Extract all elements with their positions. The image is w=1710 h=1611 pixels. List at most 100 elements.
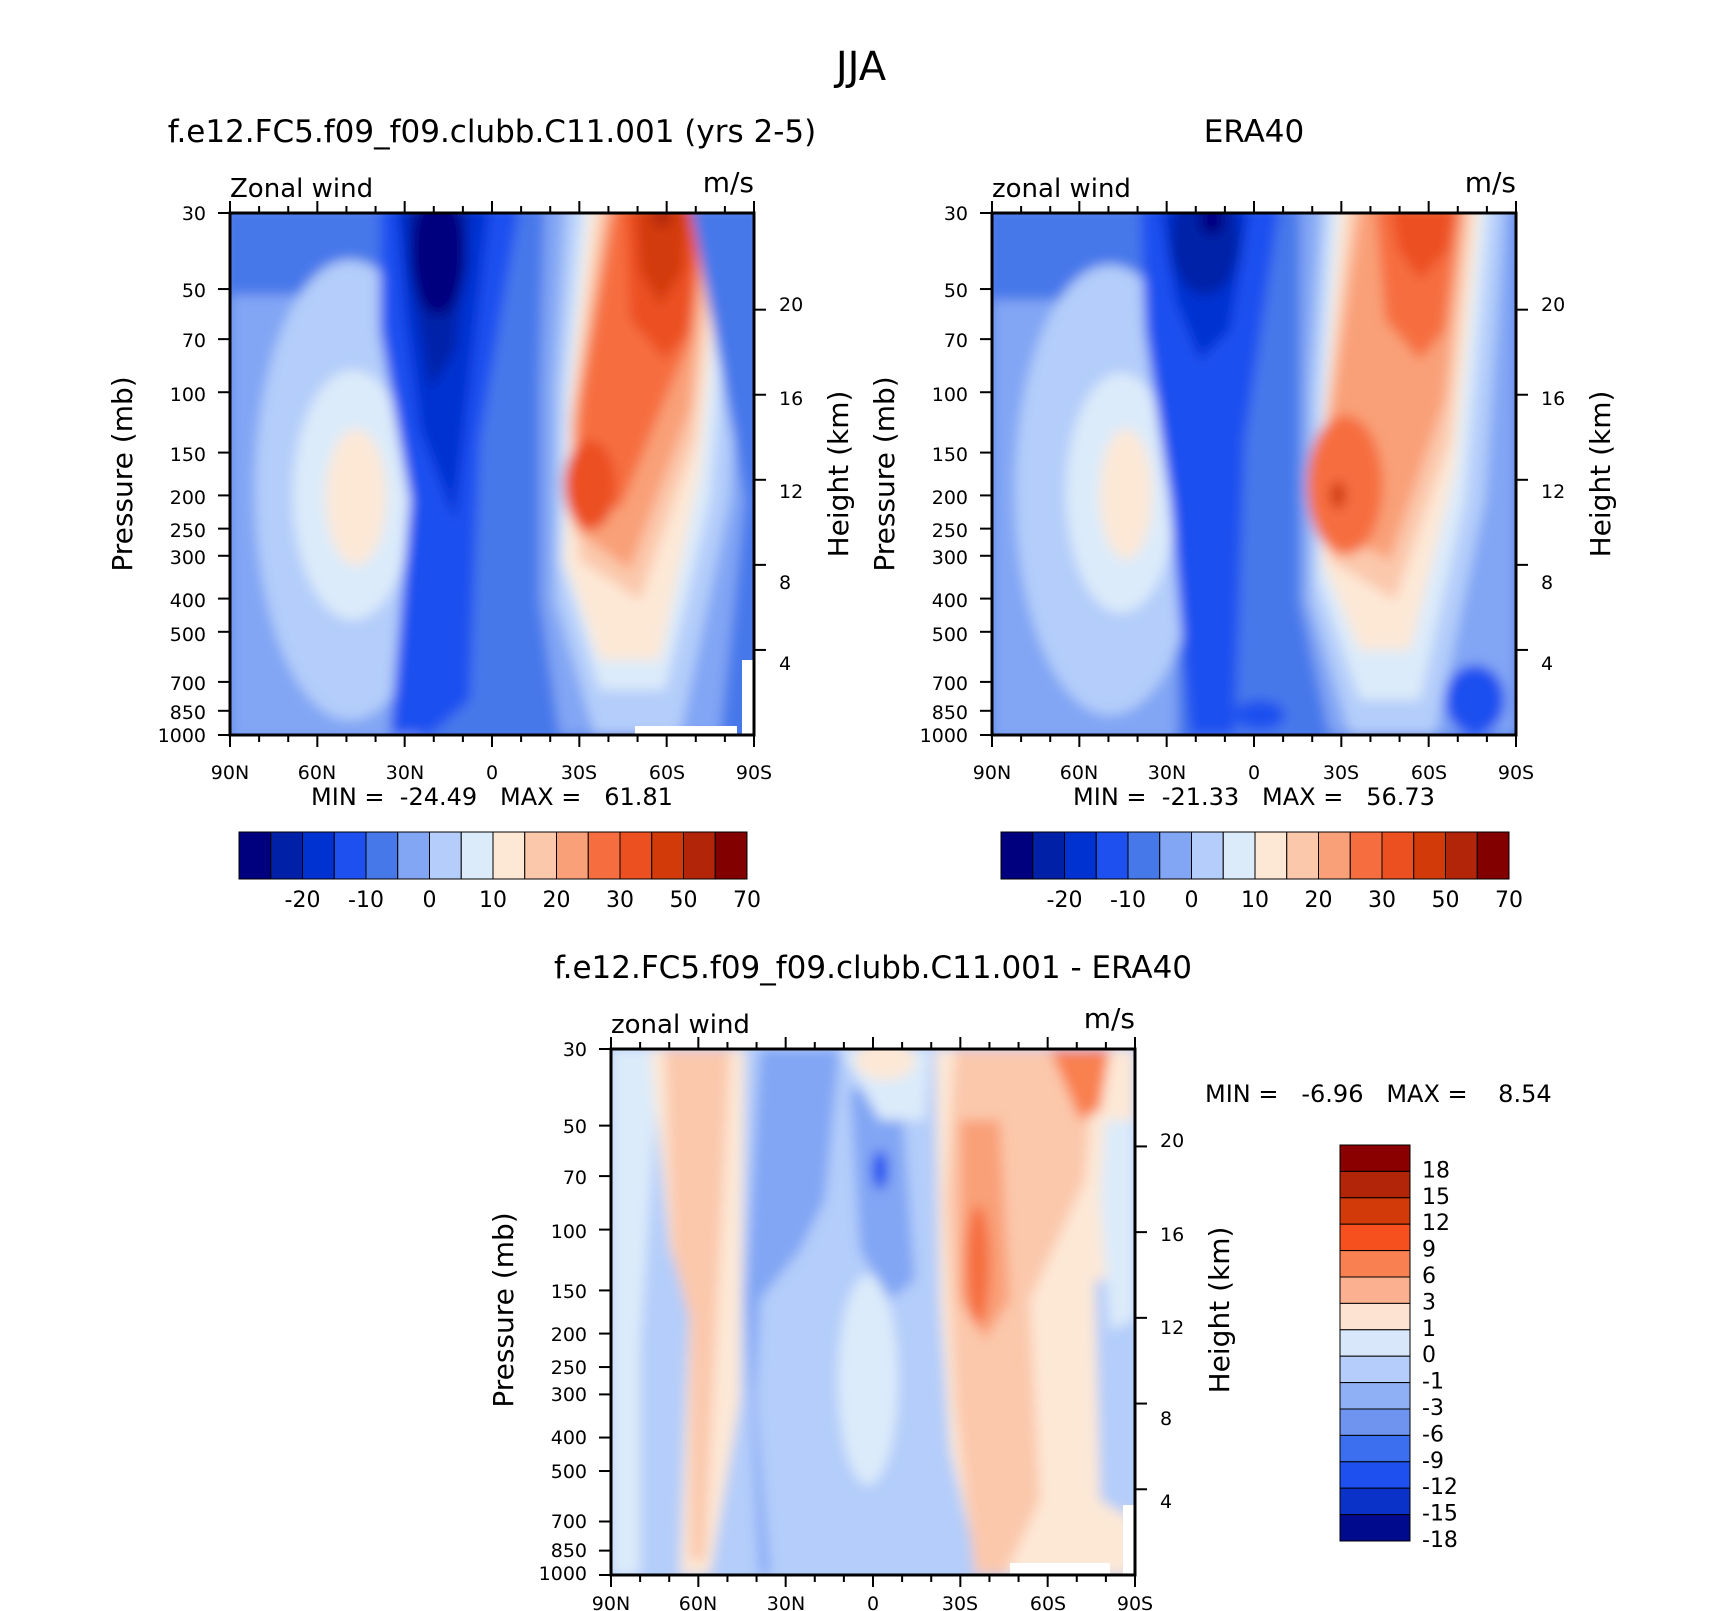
y-tick-label: 700 bbox=[932, 673, 968, 695]
colorbar-tick-label: 0 bbox=[1422, 1343, 1436, 1368]
x-tick-label: 90N bbox=[592, 1593, 630, 1611]
x-tick-label: 90S bbox=[1498, 762, 1534, 784]
colorbar-swatch bbox=[238, 831, 272, 880]
y-tick-label: 30 bbox=[563, 1039, 587, 1061]
y-tick-label: 400 bbox=[170, 590, 206, 612]
y2-tick-label: 12 bbox=[779, 481, 803, 503]
colorbar-swatch bbox=[1339, 1250, 1411, 1278]
colorbar-tick-label: 30 bbox=[606, 888, 634, 913]
y2-tick-label: 16 bbox=[1160, 1224, 1184, 1246]
y-tick-label: 50 bbox=[944, 280, 968, 302]
y2-tick-label: 4 bbox=[779, 653, 791, 675]
y-axis-label: Pressure (mb) bbox=[106, 376, 139, 571]
y-axis-label: Pressure (mb) bbox=[487, 1212, 520, 1407]
x-tick-label: 90N bbox=[211, 762, 249, 784]
x-tick-label: 60N bbox=[679, 1593, 717, 1611]
y2-axis-label: Height (km) bbox=[822, 391, 855, 558]
y-tick-label: 50 bbox=[182, 280, 206, 302]
y-tick-label: 150 bbox=[932, 444, 968, 466]
colorbar-swatch bbox=[1476, 831, 1510, 880]
y-tick-label: 30 bbox=[182, 203, 206, 225]
colorbar-tick-label: 20 bbox=[1305, 888, 1333, 913]
colorbar-tick-label: -12 bbox=[1422, 1475, 1458, 1500]
x-tick-label: 60N bbox=[1060, 762, 1098, 784]
x-tick-label: 90N bbox=[973, 762, 1011, 784]
colorbar-tick-label: -10 bbox=[1110, 888, 1146, 913]
y2-tick-label: 20 bbox=[779, 294, 803, 316]
panel-diff-y-axis: 30 50 70 100 150 200 250 300 400 500 700… bbox=[487, 1039, 587, 1585]
y-tick-label: 500 bbox=[170, 624, 206, 646]
panel-model-y-axis: 30 50 70 100 150 200 250 300 400 500 700… bbox=[106, 203, 206, 747]
colorbar-tick-label: -10 bbox=[348, 888, 384, 913]
panel-model-left-label: Zonal wind bbox=[230, 174, 373, 204]
panel-diff-stats: MIN = -6.96 MAX = 8.54 bbox=[1205, 1080, 1552, 1108]
y-tick-label: 500 bbox=[932, 624, 968, 646]
panel-era40: ERA40 zonal wind m/s bbox=[868, 114, 1617, 913]
panel-era40-x-axis: 90N 60N 30N 0 30S 60S 90S bbox=[973, 762, 1534, 784]
colorbar-tick-label: 15 bbox=[1422, 1185, 1450, 1210]
panel-model-field bbox=[230, 213, 754, 735]
x-tick-label: 30S bbox=[942, 1593, 978, 1611]
colorbar-tick-label: 10 bbox=[479, 888, 507, 913]
colorbar-tick-label: -6 bbox=[1422, 1422, 1444, 1447]
y-tick-label: 500 bbox=[551, 1461, 587, 1483]
y-tick-label: 1000 bbox=[920, 725, 968, 747]
colorbar-tick-label: -3 bbox=[1422, 1396, 1444, 1421]
x-tick-label: 60N bbox=[298, 762, 336, 784]
y-tick-label: 250 bbox=[170, 520, 206, 542]
colorbar-swatch bbox=[1445, 831, 1478, 880]
colorbar-swatch bbox=[1339, 1329, 1411, 1357]
colorbar-swatch bbox=[460, 831, 494, 880]
panel-model-x-axis: 90N 60N 30N 0 30S 60S 90S bbox=[211, 762, 772, 784]
panel-diff: f.e12.FC5.f09_f09.clubb.C11.001 - ERA40 … bbox=[487, 950, 1552, 1611]
y-tick-label: 250 bbox=[932, 520, 968, 542]
y-tick-label: 100 bbox=[932, 384, 968, 406]
colorbar-swatch bbox=[1339, 1382, 1411, 1410]
colorbar-tick-label: 0 bbox=[423, 888, 437, 913]
colorbar-swatch bbox=[1191, 831, 1224, 880]
colorbar-swatch bbox=[1127, 831, 1161, 880]
colorbar-tick-label: 50 bbox=[670, 888, 698, 913]
colorbar-tick-label: 1 bbox=[1422, 1317, 1436, 1342]
y-tick-label: 70 bbox=[182, 330, 206, 352]
colorbar-swatch bbox=[270, 831, 303, 880]
colorbar-tick-label: -20 bbox=[285, 888, 321, 913]
x-tick-label: 30N bbox=[767, 1593, 805, 1611]
y-tick-label: 300 bbox=[551, 1384, 587, 1406]
y-tick-label: 850 bbox=[170, 702, 206, 724]
y2-tick-label: 8 bbox=[779, 572, 791, 594]
colorbar-swatch bbox=[1339, 1144, 1411, 1172]
x-tick-label: 60S bbox=[1411, 762, 1447, 784]
x-tick-label: 30N bbox=[386, 762, 424, 784]
panel-era40-colorbar: -20 -10 0 10 20 30 50 70 bbox=[1000, 831, 1523, 913]
panel-model-right-label: m/s bbox=[703, 166, 754, 199]
y-tick-label: 850 bbox=[551, 1540, 587, 1562]
axis-tick-marks bbox=[218, 201, 1528, 1587]
colorbar-tick-label: -20 bbox=[1047, 888, 1083, 913]
colorbar-swatch bbox=[302, 831, 335, 880]
colorbar-swatch bbox=[1413, 831, 1446, 880]
y-tick-label: 700 bbox=[551, 1511, 587, 1533]
y-tick-label: 50 bbox=[563, 1116, 587, 1138]
colorbar-swatch bbox=[1339, 1461, 1411, 1489]
panel-era40-y2-axis: 20 16 12 8 4 Height (km) bbox=[1541, 294, 1617, 675]
y-tick-label: 1000 bbox=[158, 725, 206, 747]
colorbar-swatch bbox=[333, 831, 367, 880]
y2-tick-label: 20 bbox=[1541, 294, 1565, 316]
y2-tick-label: 4 bbox=[1160, 1491, 1172, 1513]
x-tick-label: 30N bbox=[1148, 762, 1186, 784]
colorbar-swatch bbox=[1339, 1514, 1411, 1542]
y-tick-label: 700 bbox=[170, 673, 206, 695]
colorbar-tick-label: 20 bbox=[543, 888, 571, 913]
colorbar-tick-label: 12 bbox=[1422, 1211, 1450, 1236]
y2-axis-label: Height (km) bbox=[1203, 1227, 1236, 1394]
x-tick-label: 90S bbox=[1117, 1593, 1153, 1611]
colorbar-swatch bbox=[1286, 831, 1319, 880]
y-tick-label: 300 bbox=[932, 547, 968, 569]
colorbar-tick-label: -18 bbox=[1422, 1528, 1458, 1553]
colorbar-swatch bbox=[397, 831, 430, 880]
y-tick-label: 200 bbox=[170, 487, 206, 509]
figure-title: JJA bbox=[833, 44, 887, 90]
